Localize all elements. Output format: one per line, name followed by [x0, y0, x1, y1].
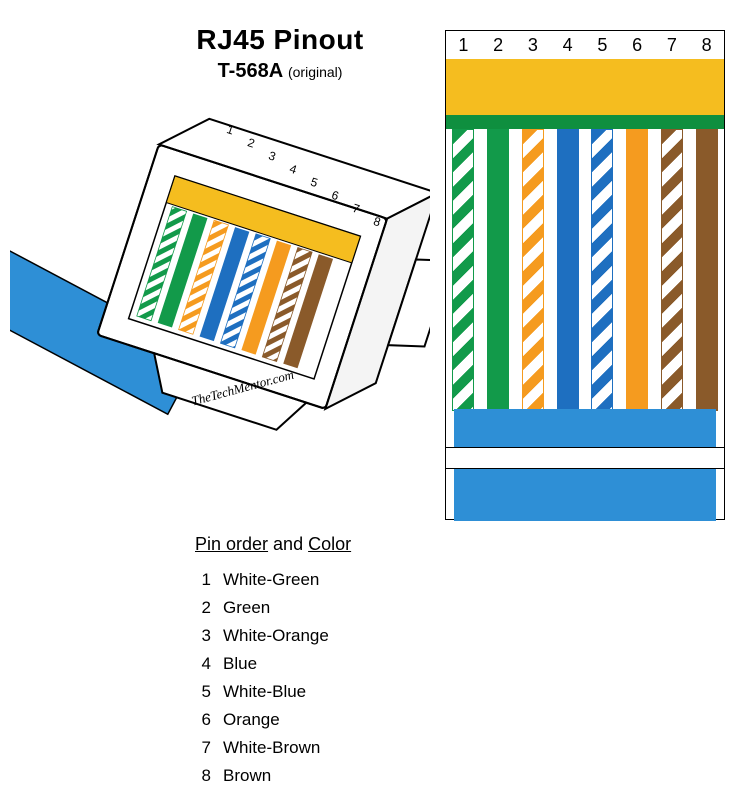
gold-contact	[481, 59, 516, 115]
clip-band	[446, 115, 481, 129]
pin-order-label: Blue	[223, 650, 257, 678]
pin-order-row: 7 White-Brown	[195, 734, 351, 762]
pin-order-row: 5 White-Blue	[195, 678, 351, 706]
gold-contact	[620, 59, 655, 115]
pin-number: 7	[667, 31, 677, 59]
pin-order-label: White-Orange	[223, 622, 329, 650]
pin-order-number: 2	[195, 594, 211, 622]
clip-band	[689, 115, 724, 129]
pin-number: 4	[563, 31, 573, 59]
wire-3	[522, 129, 544, 411]
gold-contact	[446, 59, 481, 115]
pin-order-title: Pin order and Color	[195, 530, 351, 560]
pin-order-label: White-Brown	[223, 734, 320, 762]
pin-order-label: Brown	[223, 762, 271, 790]
wire-1	[452, 129, 474, 411]
wire-7	[661, 129, 683, 411]
pin-col-2: 2	[481, 31, 516, 411]
title-block: RJ45 Pinout T-568A (original)	[150, 24, 410, 83]
title-part-1: Pin order	[195, 534, 268, 554]
pin-order-number: 4	[195, 650, 211, 678]
pin-order-label: White-Green	[223, 566, 319, 594]
pin-order-number: 7	[195, 734, 211, 762]
pin-order-number: 8	[195, 762, 211, 790]
gold-contact	[585, 59, 620, 115]
pin-col-3: 3	[516, 31, 551, 411]
pin-col-1: 1	[446, 31, 481, 411]
connector-illustration: 12345678	[10, 80, 430, 480]
clip-band	[620, 115, 655, 129]
title-part-3: Color	[308, 534, 351, 554]
subtitle-note: (original)	[288, 64, 342, 80]
pin-col-7: 7	[655, 31, 690, 411]
clip-band	[481, 115, 516, 129]
title-part-2: and	[268, 534, 308, 554]
pinout-diagram: 12345678	[445, 30, 725, 520]
pin-order-row: 6 Orange	[195, 706, 351, 734]
pin-order-number: 3	[195, 622, 211, 650]
pin-order-label: Orange	[223, 706, 280, 734]
pin-columns: 12345678	[446, 31, 724, 411]
pin-order-label: White-Blue	[223, 678, 306, 706]
main-title: RJ45 Pinout	[150, 24, 410, 56]
clip-band	[516, 115, 551, 129]
pin-order-number: 5	[195, 678, 211, 706]
connector-svg: 12345678	[10, 80, 430, 480]
pin-order-row: 3 White-Orange	[195, 622, 351, 650]
pin-order-row: 8 Brown	[195, 762, 351, 790]
pin-col-5: 5	[585, 31, 620, 411]
gold-contact	[516, 59, 551, 115]
pin-order-row: 2 Green	[195, 594, 351, 622]
wire-6	[626, 129, 648, 411]
pin-order-number: 1	[195, 566, 211, 594]
clip-band	[550, 115, 585, 129]
wire-2	[487, 129, 509, 411]
pin-number: 6	[632, 31, 642, 59]
pin-number: 3	[528, 31, 538, 59]
wire-4	[557, 129, 579, 411]
pin-order-number: 6	[195, 706, 211, 734]
pin-col-4: 4	[550, 31, 585, 411]
pin-number: 8	[702, 31, 712, 59]
clip-band	[655, 115, 690, 129]
subtitle-text: T-568A	[218, 60, 283, 82]
pin-order-rows: 1 White-Green 2 Green 3 White-Orange 4 Blue 5 Whi…	[195, 566, 351, 790]
gold-contact	[689, 59, 724, 115]
pin-number: 2	[493, 31, 503, 59]
clip-band	[585, 115, 620, 129]
pin-col-6: 6	[620, 31, 655, 411]
wire-5	[591, 129, 613, 411]
pin-order-table: Pin order and Color 1White-Green2Green3W…	[195, 530, 351, 790]
gold-contact	[550, 59, 585, 115]
gold-contact	[655, 59, 690, 115]
pin-number: 1	[458, 31, 468, 59]
pin-col-8: 8	[689, 31, 724, 411]
pin-order-row: 4 Blue	[195, 650, 351, 678]
pin-order-label: Green	[223, 594, 270, 622]
pin-order-row: 1 White-Green	[195, 566, 351, 594]
boot-band	[446, 447, 724, 469]
pin-number: 5	[597, 31, 607, 59]
wire-8	[696, 129, 718, 411]
